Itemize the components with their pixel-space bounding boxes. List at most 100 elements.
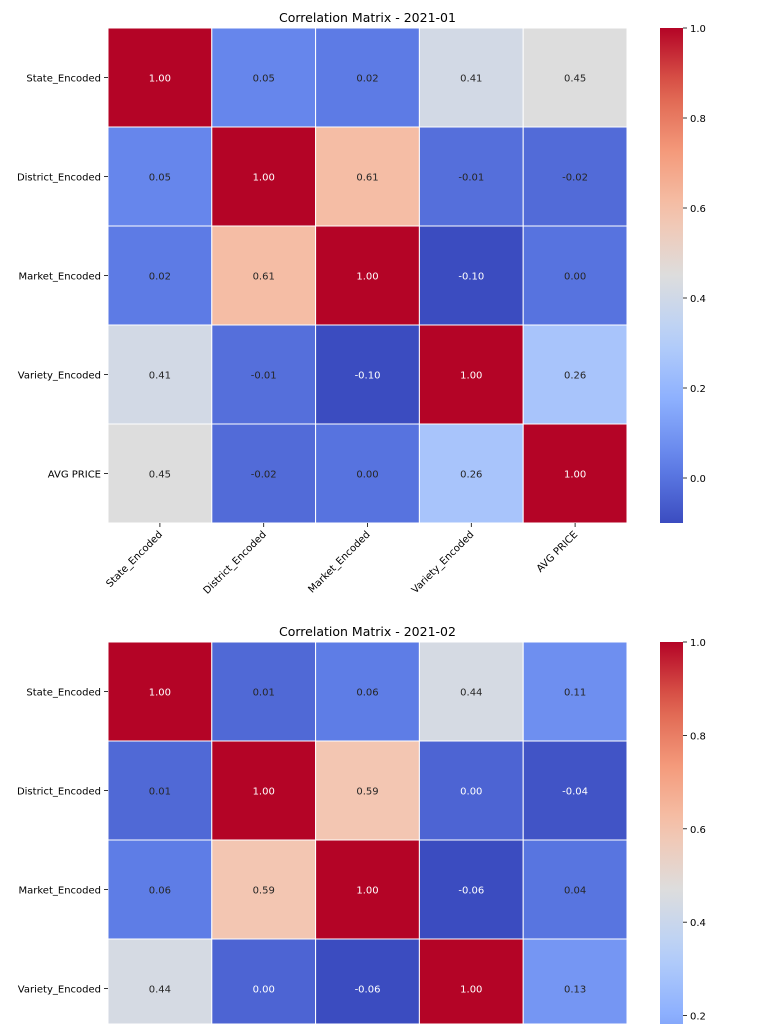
cell-value-label: 0.02 xyxy=(149,272,171,283)
cell-value-label: 0.11 xyxy=(564,688,586,699)
cell-value-label: 0.45 xyxy=(149,470,171,481)
heatmap-1: Correlation Matrix - 2021-01 1.00 0.05 0.02… xyxy=(17,10,706,597)
cell-value-label: 0.41 xyxy=(149,371,171,382)
heatmap-cell xyxy=(418,324,524,425)
y-tick-label: District_Encoded xyxy=(17,173,101,184)
heatmap-cell xyxy=(107,27,213,128)
heatmap-cell xyxy=(522,641,628,742)
heatmap-cell xyxy=(211,27,317,128)
heatmap-cell xyxy=(211,740,317,841)
heatmap-cell xyxy=(522,27,628,128)
heatmap-cell xyxy=(107,423,213,524)
heatmap-cell xyxy=(107,938,213,1024)
cell-value-label: 0.05 xyxy=(253,74,275,85)
heatmap-cell xyxy=(418,27,524,128)
colorbar-tick-label: 1.0 xyxy=(690,24,706,35)
cell-value-label: 0.44 xyxy=(149,985,171,996)
x-tick-label: Market_Encoded xyxy=(307,529,373,595)
cell-value-label: 1.00 xyxy=(356,886,378,897)
cell-value-label: 0.02 xyxy=(356,74,378,85)
heatmap-cell xyxy=(315,839,420,940)
cell-value-label: 0.01 xyxy=(253,688,275,699)
heatmap-cell xyxy=(211,641,317,742)
heatmap-cell xyxy=(522,938,628,1024)
x-tick-label: State_Encoded xyxy=(104,529,165,590)
heatmap-cell xyxy=(107,740,213,841)
y-tick-label: AVG PRICE xyxy=(48,470,101,481)
cell-value-label: -0.06 xyxy=(458,886,484,897)
heatmap-cell xyxy=(211,423,317,524)
x-tick-label: AVG PRICE xyxy=(535,529,580,574)
heatmap-cell xyxy=(522,126,628,227)
cell-value-label: 1.00 xyxy=(253,173,275,184)
cell-value-label: 1.00 xyxy=(460,985,482,996)
heatmap-cell xyxy=(315,938,420,1024)
heatmap-cell xyxy=(315,225,420,326)
cell-value-label: 0.26 xyxy=(460,470,482,481)
cell-value-label: 1.00 xyxy=(564,470,586,481)
cell-value-label: 0.06 xyxy=(356,688,378,699)
cell-value-label: -0.06 xyxy=(355,985,381,996)
cell-value-label: 0.00 xyxy=(564,272,586,283)
heatmap-cell xyxy=(211,324,317,425)
cell-value-label: 0.13 xyxy=(564,985,586,996)
colorbar-tick-label: 0.8 xyxy=(690,114,706,125)
heatmap-cell xyxy=(315,324,420,425)
x-tick-label: Variety_Encoded xyxy=(410,529,477,596)
y-tick-label: Variety_Encoded xyxy=(18,985,101,996)
y-tick-label: State_Encoded xyxy=(26,688,101,699)
heatmap-cell xyxy=(107,126,213,227)
heatmap-cell xyxy=(418,839,524,940)
cell-value-label: 0.00 xyxy=(460,787,482,798)
heatmap-cell xyxy=(522,324,628,425)
cell-value-label: 0.61 xyxy=(356,173,378,184)
cell-value-label: -0.04 xyxy=(562,787,588,798)
cell-value-label: 1.00 xyxy=(460,371,482,382)
heatmap-cell xyxy=(315,641,420,742)
cell-value-label: 0.61 xyxy=(253,272,275,283)
colorbar-tick-label: 0.0 xyxy=(690,474,706,485)
colorbar xyxy=(660,642,683,1024)
cell-value-label: 1.00 xyxy=(149,74,171,85)
y-tick-label: District_Encoded xyxy=(17,787,101,798)
cell-value-label: 0.59 xyxy=(356,787,378,798)
colorbar-tick-label: 0.2 xyxy=(690,384,706,395)
cell-value-label: -0.01 xyxy=(458,173,484,184)
heatmap-cell xyxy=(211,225,317,326)
cell-value-label: -0.01 xyxy=(251,371,277,382)
cell-value-label: 0.05 xyxy=(149,173,171,184)
heatmap-cell xyxy=(522,225,628,326)
heatmap-cell xyxy=(211,938,317,1024)
cell-value-label: 1.00 xyxy=(149,688,171,699)
colorbar-tick-label: 0.4 xyxy=(690,918,706,929)
cell-value-label: -0.02 xyxy=(251,470,277,481)
heatmap-cell xyxy=(315,126,420,227)
heatmap-cell xyxy=(522,740,628,841)
cell-value-label: -0.02 xyxy=(562,173,588,184)
heatmap-cell xyxy=(315,423,420,524)
y-tick-label: Variety_Encoded xyxy=(18,371,101,382)
colorbar-tick-label: 0.8 xyxy=(690,731,706,742)
heatmap-cell xyxy=(418,938,524,1024)
heatmap-cell xyxy=(418,225,524,326)
colorbar-tick-label: 0.2 xyxy=(690,1012,706,1023)
heatmap-cell xyxy=(522,839,628,940)
chart-title: Correlation Matrix - 2021-02 xyxy=(279,624,456,639)
heatmap-cell xyxy=(522,423,628,524)
colorbar xyxy=(660,28,683,523)
chart-title: Correlation Matrix - 2021-01 xyxy=(279,10,456,25)
colorbar-tick-label: 1.0 xyxy=(690,638,706,649)
cell-value-label: 0.45 xyxy=(564,74,586,85)
y-tick-label: Market_Encoded xyxy=(19,272,102,283)
heatmap-cell xyxy=(315,27,420,128)
cell-value-label: 1.00 xyxy=(356,272,378,283)
cell-value-label: 0.41 xyxy=(460,74,482,85)
colorbar-tick-label: 0.4 xyxy=(690,294,706,305)
cell-value-label: 0.00 xyxy=(253,985,275,996)
cell-value-label: 0.00 xyxy=(356,470,378,481)
colorbar-tick-label: 0.6 xyxy=(690,825,706,836)
x-tick-label: District_Encoded xyxy=(202,529,269,596)
cell-value-label: -0.10 xyxy=(355,371,381,382)
cell-value-label: 0.04 xyxy=(564,886,586,897)
